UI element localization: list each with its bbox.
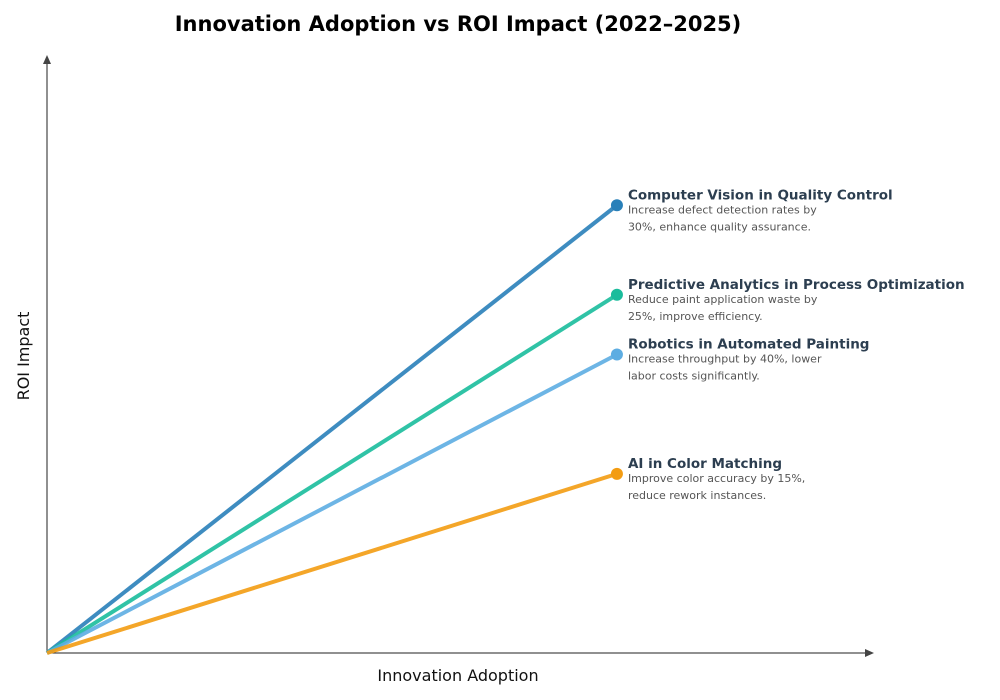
series-label: AI in Color Matching [628, 456, 782, 472]
x-axis [47, 649, 874, 657]
series-description: labor costs significantly. [628, 370, 760, 383]
series-label: Computer Vision in Quality Control [628, 187, 893, 203]
series-label: Robotics in Automated Painting [628, 337, 870, 353]
series-endpoint [610, 467, 623, 480]
x-axis-arrow-icon [865, 649, 874, 657]
y-axis-label: ROI Impact [14, 312, 33, 401]
series-line [45, 293, 619, 655]
series-endpoint [610, 288, 623, 301]
series-endpoint [610, 348, 623, 361]
x-axis-label: Innovation Adoption [377, 666, 538, 685]
series-line [46, 471, 618, 655]
series-label: Predictive Analytics in Process Optimiza… [628, 277, 965, 293]
series-description: Reduce paint application waste by [628, 293, 818, 306]
series-1: Predictive Analytics in Process Optimiza… [45, 277, 965, 655]
series-line [45, 203, 619, 655]
series-line [46, 352, 618, 655]
series-description: Increase defect detection rates by [628, 203, 817, 216]
series-description: 25%, improve efficiency. [628, 310, 763, 323]
series-description: Increase throughput by 40%, lower [628, 353, 822, 366]
series-0: Computer Vision in Quality ControlIncrea… [45, 187, 893, 655]
series-description: reduce rework instances. [628, 489, 766, 502]
chart-title: Innovation Adoption vs ROI Impact (2022–… [175, 12, 742, 36]
series-description: Improve color accuracy by 15%, [628, 472, 805, 485]
series-endpoint [610, 199, 623, 212]
series-description: 30%, enhance quality assurance. [628, 220, 811, 233]
y-axis-arrow-icon [43, 55, 51, 64]
y-axis [43, 55, 51, 653]
